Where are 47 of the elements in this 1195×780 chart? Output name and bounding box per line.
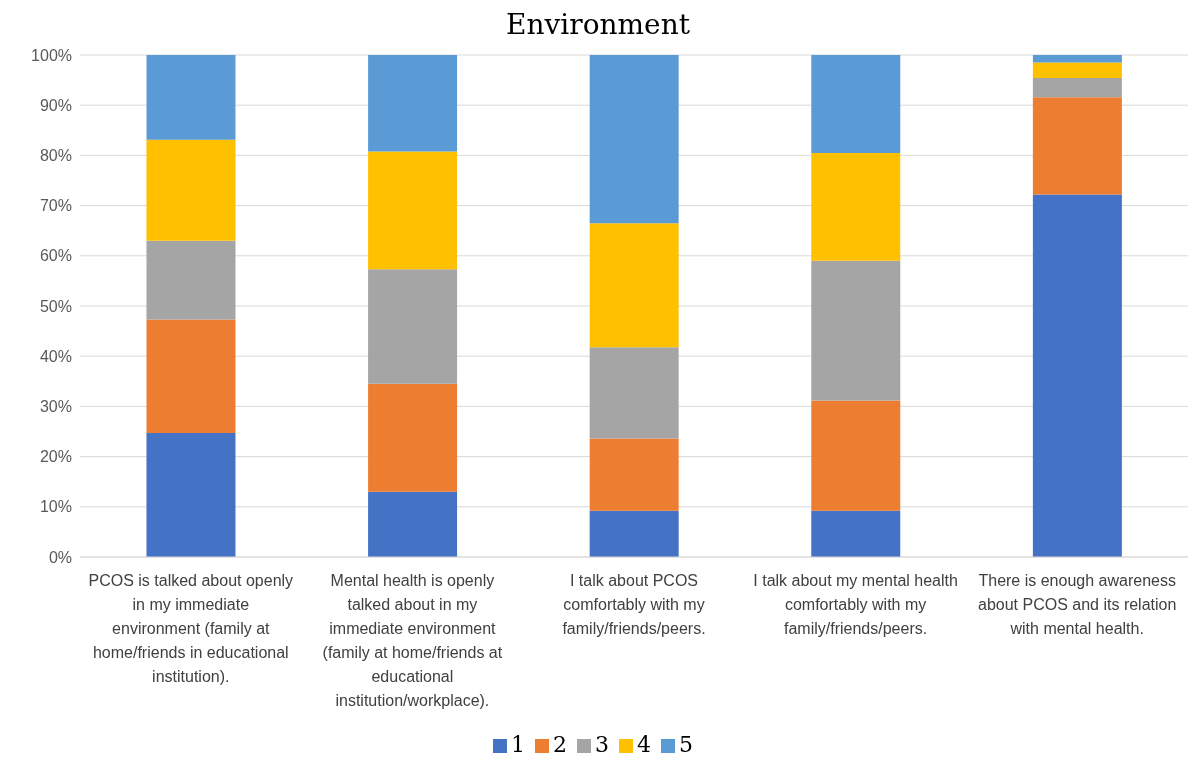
bar (368, 55, 458, 152)
y-tick-label: 30% (39, 398, 72, 416)
x-tick-label: PCOS is talked about openly in my immediate environment (family at home/friends in educational institution). (88, 572, 294, 686)
y-tick-label: 90% (39, 96, 72, 114)
legend-label: 5 (679, 732, 693, 757)
y-tick-label: 0% (48, 548, 72, 566)
bar (368, 491, 458, 557)
bar (146, 55, 236, 140)
bar (811, 152, 901, 261)
y-tick-label: 100% (31, 46, 72, 64)
bar (589, 55, 679, 224)
y-tick-label: 40% (39, 347, 72, 365)
y-tick-label: 50% (39, 297, 72, 315)
y-tick-label: 20% (39, 448, 72, 466)
bar (1032, 78, 1122, 98)
x-tick-label: Mental health is openly talked about in my immediate environment (family at home/friends at educational institution/workplace). (322, 572, 503, 710)
bar (1032, 97, 1122, 195)
bar (1032, 194, 1122, 557)
legend-label: 1 (511, 732, 525, 757)
bar (589, 347, 679, 439)
bar (811, 55, 901, 153)
bar (368, 383, 458, 492)
bar (589, 510, 679, 557)
x-tick-label: I talk about my mental health comfortably with my family/friends/peers. (753, 572, 958, 638)
bar (146, 240, 236, 320)
y-tick-label: 10% (39, 498, 72, 516)
bar (1032, 62, 1122, 79)
y-tick-label: 60% (39, 247, 72, 265)
bar (146, 433, 236, 557)
x-tick-label: I talk about PCOS comfortably with my family/friends/peers. (562, 572, 706, 638)
bar (589, 223, 679, 348)
bar (811, 510, 901, 557)
legend-label: 4 (637, 732, 651, 757)
bar (811, 260, 901, 401)
bar (368, 151, 458, 270)
x-tick-label: There is enough awareness about PCOS and its relation with mental health. (978, 572, 1177, 638)
bar (146, 319, 236, 434)
bar (811, 400, 901, 511)
bar (368, 269, 458, 384)
y-tick-label: 70% (39, 197, 72, 215)
legend-label: 3 (595, 732, 609, 757)
bar (1032, 55, 1122, 63)
chart-title: Environment (505, 8, 691, 41)
legend-label: 2 (553, 732, 567, 757)
y-tick-label: 80% (39, 147, 72, 165)
bar (589, 438, 679, 511)
bar (146, 139, 236, 241)
